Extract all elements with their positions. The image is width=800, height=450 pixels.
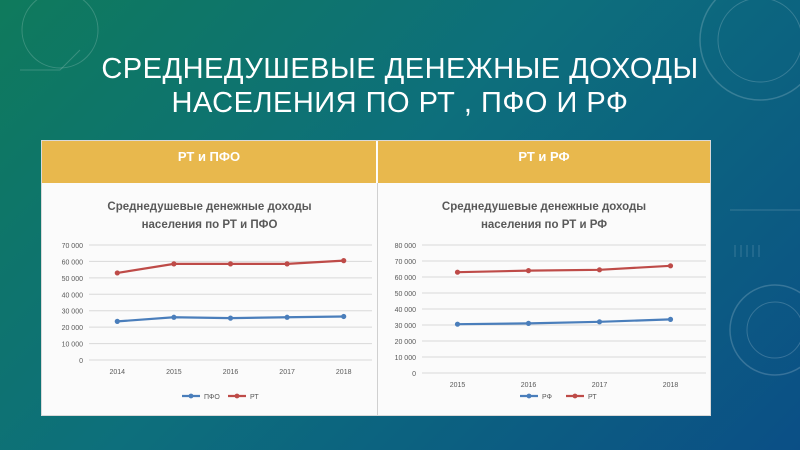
y-tick-label: 30 000 bbox=[62, 309, 84, 316]
y-tick-label: 50 000 bbox=[395, 291, 417, 298]
chart-title-line2: населения по РТ и РФ bbox=[480, 219, 608, 231]
slide-title: СРЕДНЕДУШЕВЫЕ ДЕНЕЖНЫЕ ДОХОДЫ НАСЕЛЕНИЯ … bbox=[0, 52, 800, 120]
y-tick-label: 10 000 bbox=[62, 342, 84, 349]
data-point bbox=[114, 270, 120, 276]
data-point bbox=[227, 261, 234, 267]
legend-marker bbox=[572, 393, 578, 399]
data-point bbox=[171, 261, 177, 267]
y-tick-label: 60 000 bbox=[395, 275, 417, 282]
y-tick-label: 30 000 bbox=[395, 323, 417, 330]
series-line bbox=[457, 264, 671, 274]
legend-marker bbox=[188, 393, 194, 399]
y-tick-label: 70 000 bbox=[62, 243, 84, 250]
chart-rt-rf-svg: 0 10 000 20 000 30 000 40 000 50 000 60 000 70 … bbox=[395, 243, 706, 401]
legend-label: РТ bbox=[588, 394, 597, 401]
legend-label: ПФО bbox=[204, 394, 220, 401]
y-tick-label: 20 000 bbox=[395, 339, 417, 346]
data-point bbox=[114, 318, 120, 324]
data-point bbox=[284, 261, 290, 267]
y-tick-label: 0 bbox=[412, 371, 416, 378]
data-point bbox=[454, 269, 461, 275]
slide-title-line2: НАСЕЛЕНИЯ ПО РТ , ПФО И РФ bbox=[171, 87, 629, 119]
data-point bbox=[454, 321, 461, 327]
data-point bbox=[525, 320, 532, 326]
x-tick-label: 2017 bbox=[592, 382, 608, 389]
data-point bbox=[341, 313, 347, 320]
x-tick-label: 2016 bbox=[521, 382, 537, 389]
data-point bbox=[596, 319, 603, 325]
data-point bbox=[667, 316, 674, 322]
x-tick-label: 2018 bbox=[336, 369, 352, 376]
data-point bbox=[525, 268, 532, 274]
data-point bbox=[171, 314, 177, 320]
legend-marker bbox=[526, 393, 532, 399]
x-tick-label: 2015 bbox=[450, 382, 466, 389]
data-point bbox=[341, 258, 347, 264]
table-header-left: РТ и ПФО bbox=[42, 141, 377, 183]
x-tick-label: 2017 bbox=[279, 369, 295, 376]
slide-title-line1: СРЕДНЕДУШЕВЫЕ ДЕНЕЖНЫЕ ДОХОДЫ bbox=[101, 53, 699, 85]
comparison-table: РТ и ПФО РТ и РФ Среднедушевые денежные … bbox=[41, 140, 711, 416]
y-tick-label: 80 000 bbox=[395, 243, 417, 250]
series-line bbox=[457, 318, 671, 326]
table-column-divider bbox=[377, 183, 378, 415]
y-tick-label: 70 000 bbox=[395, 259, 417, 266]
chart-title: Среднедушевые денежные доходы населения … bbox=[42, 198, 377, 234]
y-tick-label: 60 000 bbox=[62, 259, 84, 266]
x-tick-label: 2014 bbox=[110, 369, 126, 376]
chart-rt-rf: Среднедушевые денежные доходы населения … bbox=[378, 183, 710, 415]
table-header-right: РТ и РФ bbox=[378, 141, 710, 183]
data-point bbox=[596, 267, 603, 273]
y-tick-label: 50 000 bbox=[62, 276, 84, 283]
legend-marker bbox=[234, 393, 240, 399]
chart-title: Среднедушевые денежные доходы населения … bbox=[378, 198, 710, 234]
y-tick-label: 40 000 bbox=[395, 307, 417, 314]
chart-rt-pfo-svg: 0 10 000 20 000 30 000 40 000 50 000 60 000 70 … bbox=[62, 243, 372, 401]
chart-title-line2: населения по РТ и ПФО bbox=[141, 219, 278, 231]
x-tick-label: 2016 bbox=[223, 369, 239, 376]
chart-title-line1: Среднедушевые денежные доходы bbox=[107, 201, 312, 213]
chart-title-line1: Среднедушевые денежные доходы bbox=[441, 201, 647, 213]
x-tick-label: 2018 bbox=[663, 382, 679, 389]
data-point bbox=[667, 263, 674, 269]
legend-label: РФ bbox=[542, 394, 552, 401]
data-point bbox=[227, 315, 234, 321]
y-tick-label: 40 000 bbox=[62, 292, 84, 299]
y-tick-label: 20 000 bbox=[62, 325, 84, 332]
legend-label: РТ bbox=[250, 394, 259, 401]
y-tick-label: 10 000 bbox=[395, 355, 417, 362]
y-tick-label: 0 bbox=[79, 358, 83, 365]
data-point bbox=[284, 314, 290, 320]
x-tick-label: 2015 bbox=[166, 369, 182, 376]
chart-rt-pfo: Среднедушевые денежные доходы населения … bbox=[42, 183, 377, 415]
